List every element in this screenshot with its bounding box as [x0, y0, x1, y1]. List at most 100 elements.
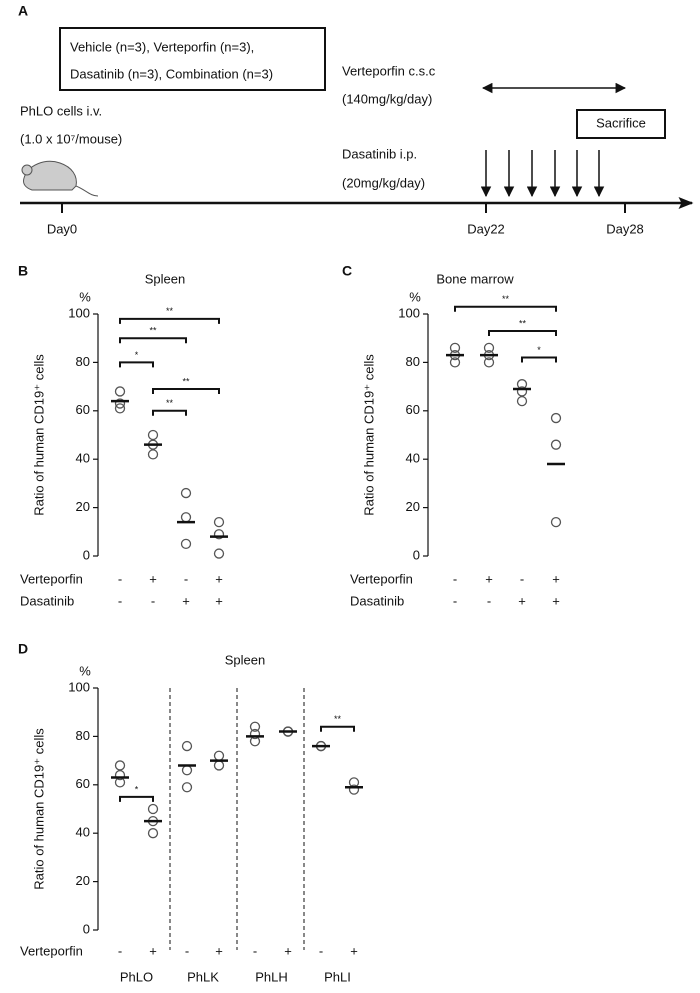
injection-text: PhLO cells i.v. — [20, 103, 102, 118]
significance-label: * — [537, 345, 541, 355]
day-label: Day0 — [47, 221, 77, 236]
data-point — [147, 429, 159, 441]
drug-text: Dasatinib i.p. — [342, 146, 417, 161]
treatment-sign: + — [552, 571, 560, 586]
data-point — [516, 386, 528, 397]
data-point — [147, 449, 159, 460]
data-point — [249, 721, 261, 732]
y-axis-label: Ratio of human CD19⁺ cells — [31, 354, 46, 516]
drug-text: Verteporfin c.s.c — [342, 63, 436, 78]
data-point — [483, 342, 495, 354]
cell-line-label: PhLO — [120, 969, 153, 984]
data-point — [249, 728, 261, 740]
panel-label: A — [18, 3, 28, 19]
significance-bracket — [152, 388, 220, 395]
row-label: Dasatinib — [350, 593, 404, 608]
data-point — [348, 784, 360, 795]
data-point — [516, 395, 528, 407]
data-point — [114, 386, 126, 397]
significance-label: ** — [149, 326, 157, 336]
sacrifice-text: Sacrifice — [596, 115, 646, 130]
group-text: Vehicle (n=3), Verteporfin (n=3), — [70, 39, 254, 54]
timeline-panel: Vehicle (n=3), Verteporfin (n=3), Dasati… — [20, 27, 694, 236]
y-tick-label: 60 — [406, 402, 420, 417]
y-unit: % — [409, 289, 421, 304]
significance-bracket — [521, 356, 557, 363]
treatment-sign: + — [215, 593, 223, 608]
y-tick-label: 80 — [406, 354, 420, 369]
chart-title: Bone marrow — [436, 271, 514, 286]
group-text: Dasatinib (n=3), Combination (n=3) — [70, 66, 273, 81]
y-tick-label: 40 — [76, 825, 90, 840]
treatment-sign: + — [149, 943, 157, 958]
data-point — [114, 769, 126, 781]
panel-label: C — [342, 263, 352, 279]
row-label: Dasatinib — [20, 593, 74, 608]
treatment-sign: - — [453, 593, 457, 608]
dose-arrows — [480, 150, 605, 198]
data-point — [449, 357, 461, 368]
data-point — [180, 538, 192, 550]
significance-bracket — [119, 361, 154, 368]
treatment-sign: + — [182, 593, 190, 608]
chart-title: Spleen — [145, 271, 185, 286]
y-tick-label: 80 — [76, 728, 90, 743]
treatment-sign: + — [518, 593, 526, 608]
significance-label: * — [135, 350, 139, 360]
data-point — [449, 342, 461, 354]
data-point — [213, 760, 225, 771]
y-tick-label: 0 — [413, 547, 420, 562]
treatment-sign: - — [319, 943, 323, 958]
significance-bracket — [454, 305, 557, 312]
day-label: Day28 — [606, 221, 644, 236]
drug-text: (140mg/kg/day) — [342, 91, 432, 106]
y-tick-label: 80 — [76, 354, 90, 369]
significance-bracket — [320, 725, 355, 732]
row-label: Verteporfin — [20, 571, 83, 586]
y-tick-label: 40 — [76, 451, 90, 466]
significance-label: ** — [166, 398, 174, 408]
y-tick-label: 60 — [76, 402, 90, 417]
treatment-sign: + — [552, 593, 560, 608]
day-ticks — [61, 203, 626, 213]
significance-bracket — [119, 337, 187, 344]
panel-label: D — [18, 641, 28, 657]
y-tick-label: 20 — [406, 499, 420, 514]
data-point — [114, 760, 126, 771]
y-tick-label: 60 — [76, 776, 90, 791]
data-point — [147, 828, 159, 839]
significance-label: ** — [519, 318, 527, 328]
significance-bracket — [488, 329, 557, 336]
significance-label: ** — [182, 376, 190, 386]
treatment-sign: - — [520, 571, 524, 586]
group-box — [59, 27, 326, 91]
treatment-sign: - — [151, 593, 155, 608]
y-tick-label: 100 — [68, 679, 90, 694]
significance-bracket — [119, 317, 220, 324]
data-point — [180, 487, 192, 499]
data-point — [213, 529, 225, 540]
treatment-sign: + — [485, 571, 493, 586]
drug-text: (20mg/kg/day) — [342, 175, 425, 190]
treatment-sign: - — [185, 943, 189, 958]
y-unit: % — [79, 663, 91, 678]
treatment-sign: + — [284, 943, 292, 958]
y-axis-label: Ratio of human CD19⁺ cells — [31, 728, 46, 890]
cell-line-label: PhLI — [324, 969, 351, 984]
panel-label: B — [18, 263, 28, 279]
treatment-sign: - — [487, 593, 491, 608]
treatment-sign: - — [118, 571, 122, 586]
y-tick-label: 20 — [76, 873, 90, 888]
y-tick-label: 100 — [68, 305, 90, 320]
y-tick-label: 0 — [83, 921, 90, 936]
significance-label: ** — [334, 714, 342, 724]
day-label: Day22 — [467, 221, 505, 236]
treatment-sign: - — [118, 593, 122, 608]
treatment-sign: - — [118, 943, 122, 958]
row-label: Verteporfin — [20, 943, 83, 958]
mouse-icon — [21, 160, 99, 197]
data-point — [550, 412, 562, 424]
injection-text: (1.0 x 10⁷/mouse) — [20, 131, 122, 146]
treatment-sign: - — [253, 943, 257, 958]
